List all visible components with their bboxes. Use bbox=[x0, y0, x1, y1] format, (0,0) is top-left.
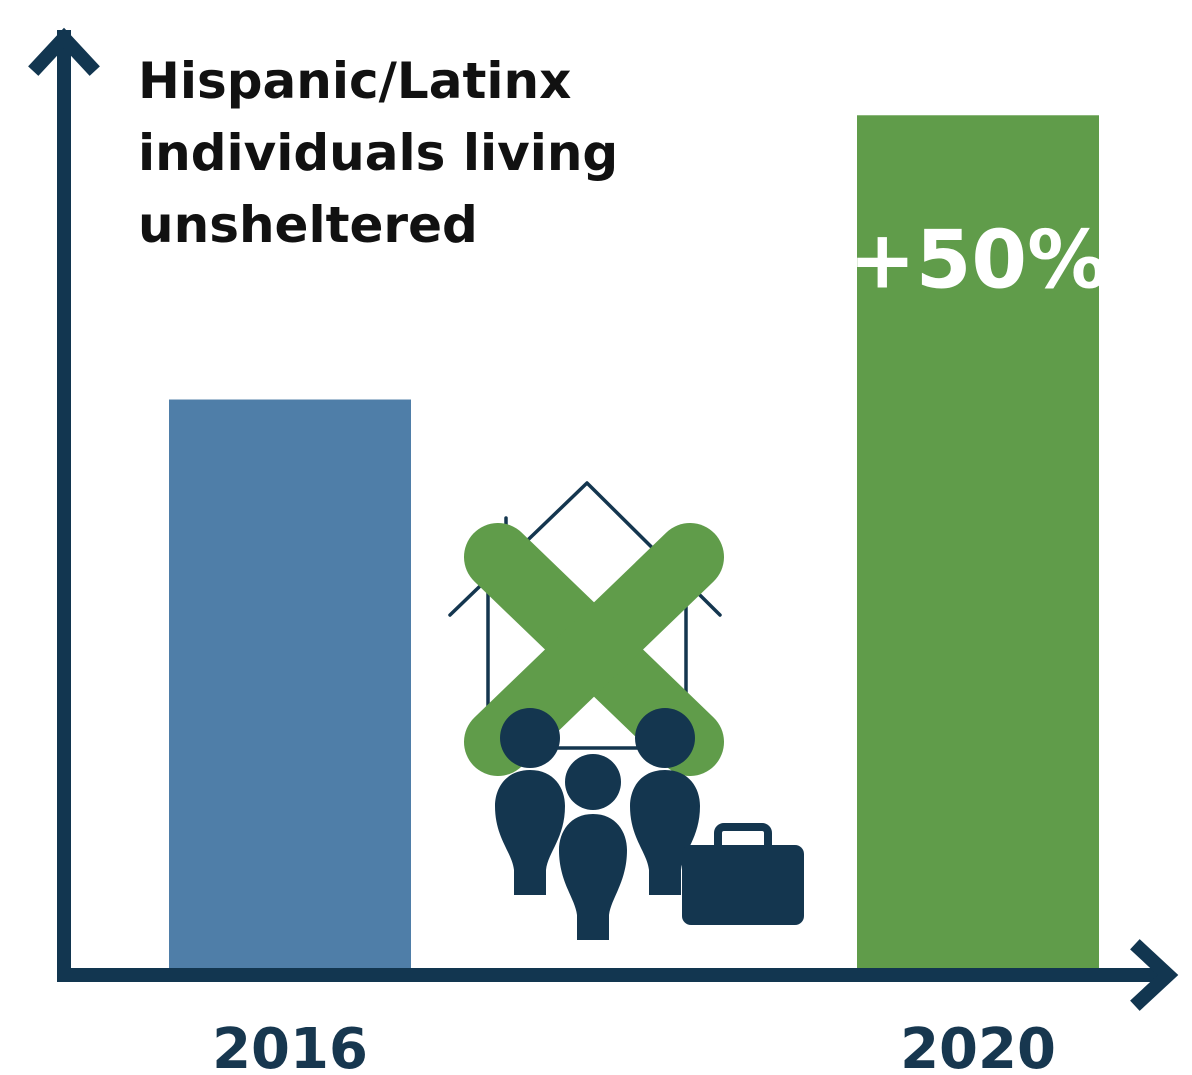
category-label-2016: 2016 bbox=[212, 1017, 368, 1075]
people-icon bbox=[495, 708, 700, 940]
category-labels-group: 2016 2020 bbox=[212, 1017, 1056, 1075]
briefcase-icon bbox=[682, 823, 804, 925]
bar-2020 bbox=[857, 115, 1099, 969]
bar-2016 bbox=[169, 399, 411, 968]
data-label-2020: +50% bbox=[849, 213, 1108, 306]
category-label-2020: 2020 bbox=[900, 1017, 1056, 1075]
homeless-family-icon bbox=[448, 481, 804, 940]
bar-labels-group: +50% bbox=[849, 213, 1108, 306]
chart-title: Hispanic/Latinx individuals living unshe… bbox=[138, 52, 636, 254]
axes bbox=[28, 27, 1179, 1011]
y-axis-arrow-icon bbox=[28, 27, 100, 76]
title-line-2: individuals living bbox=[138, 124, 618, 182]
title-line-1: Hispanic/Latinx bbox=[138, 52, 571, 110]
bars-group bbox=[169, 115, 1099, 969]
title-line-3: unsheltered bbox=[138, 196, 478, 254]
x-axis-arrow-icon bbox=[1130, 939, 1179, 1011]
